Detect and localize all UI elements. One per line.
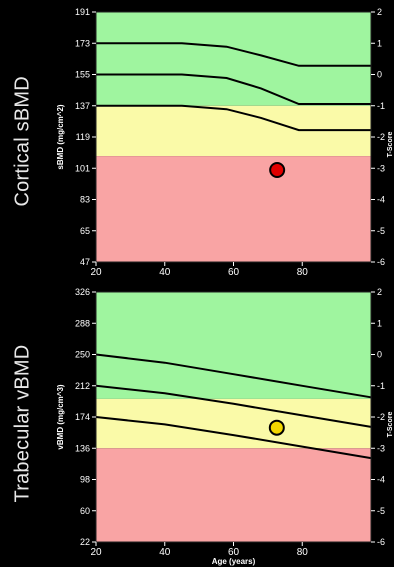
reference-curve-0 <box>96 42 371 67</box>
zone-osteoporosis <box>96 448 371 542</box>
reference-curve-0 <box>95 353 372 399</box>
y-tick-label: 191 <box>75 7 90 17</box>
y-tick-label: 119 <box>76 132 90 142</box>
x-tick-label: 60 <box>228 267 240 278</box>
t-score-tick-label: 0 <box>377 350 382 360</box>
t-score-tick-label: -3 <box>377 443 385 453</box>
zone-osteopenia <box>96 398 371 449</box>
y-tick-label: 326 <box>75 287 90 297</box>
patient-point <box>268 419 285 436</box>
reference-curve-1 <box>95 384 372 428</box>
x-tick-label: 40 <box>159 267 171 278</box>
zone-osteoporosis <box>96 156 371 262</box>
zone-normal <box>96 12 371 106</box>
t-score-tick-label: -1 <box>377 381 385 391</box>
zone-normal <box>96 292 371 399</box>
y-tick-label: 22 <box>80 537 90 547</box>
t-score-tick-label: -4 <box>377 195 385 205</box>
y-tick-label: 101 <box>75 163 90 173</box>
reference-curve-2 <box>95 416 372 460</box>
chart-panel-1: 22 60 98 136 174 212 250 288 326 2 1 0 -1 -2 -3 -4 -5 -6 2… <box>56 287 394 566</box>
t-score-tick-label: -1 <box>377 101 385 111</box>
y-tick-label: 288 <box>75 318 90 328</box>
x-axis-title: Age (years) <box>212 557 256 566</box>
t-score-tick-label: 0 <box>377 70 382 80</box>
y-tick-label: 98 <box>80 475 90 485</box>
y-tick-label: 173 <box>75 38 90 48</box>
x-tick-label: 80 <box>297 547 309 558</box>
chart-panel-0: 47 65 83 101 119 137 155 173 191 2 1 0 -1 -2 -3 -4 -5 -6 2… <box>56 7 394 278</box>
t-score-tick-label: 2 <box>377 287 382 297</box>
x-tick-label: 40 <box>159 547 171 558</box>
x-tick-label: 80 <box>297 267 309 278</box>
t-score-tick-label: -2 <box>377 412 385 422</box>
x-tick-label: 20 <box>90 547 102 558</box>
y-axis-title: sBMD (mg/cm^2) <box>56 104 65 169</box>
t-score-tick-label: 2 <box>377 7 382 17</box>
y-tick-label: 47 <box>80 257 90 267</box>
t-score-tick-label: -5 <box>377 506 385 516</box>
y-tick-label: 136 <box>75 443 90 453</box>
y-axis-title: vBMD (mg/cm^3) <box>56 384 65 449</box>
y-tick-label: 155 <box>75 70 90 80</box>
t-score-axis-title: T-Score <box>387 132 394 158</box>
t-score-axis-title: T-Score <box>387 412 394 438</box>
reference-curve-1 <box>96 73 371 105</box>
y-tick-label: 250 <box>75 350 90 360</box>
t-score-tick-label: -4 <box>377 475 385 485</box>
y-tick-label: 83 <box>80 195 90 205</box>
t-score-tick-label: -6 <box>377 257 385 267</box>
y-tick-label: 65 <box>80 226 90 236</box>
y-tick-label: 137 <box>75 101 90 111</box>
x-tick-label: 60 <box>228 547 240 558</box>
reference-curve-2 <box>96 104 371 132</box>
patient-point <box>269 161 286 178</box>
t-score-tick-label: -5 <box>377 226 385 236</box>
y-tick-label: 60 <box>80 506 90 516</box>
y-tick-label: 212 <box>75 381 90 391</box>
t-score-tick-label: -2 <box>377 132 385 142</box>
x-tick-label: 20 <box>90 267 102 278</box>
t-score-tick-label: -6 <box>377 537 385 547</box>
t-score-tick-label: -3 <box>377 163 385 173</box>
t-score-tick-label: 1 <box>377 38 382 48</box>
t-score-tick-label: 1 <box>377 318 382 328</box>
y-tick-label: 174 <box>75 412 90 422</box>
